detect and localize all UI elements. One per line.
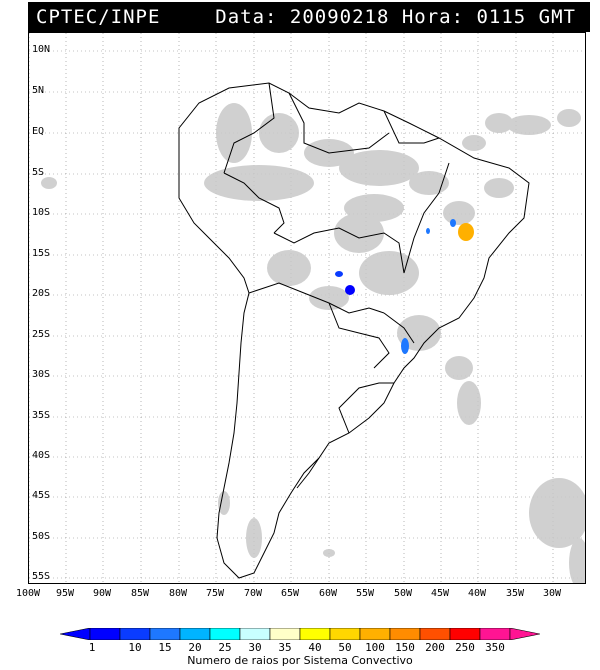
colorbar-segment bbox=[179, 628, 211, 640]
source-label: CPTEC/INPE bbox=[36, 6, 161, 28]
country-borders bbox=[178, 82, 530, 579]
latitude-label: 50S bbox=[32, 531, 51, 542]
latitude-label: 30S bbox=[32, 369, 51, 380]
longitude-label: 60W bbox=[318, 588, 338, 599]
longitude-label: 45W bbox=[430, 588, 450, 599]
colorbar-segment bbox=[359, 628, 391, 640]
longitude-label: 65W bbox=[280, 588, 300, 599]
colorbar-label: 15 bbox=[158, 641, 172, 654]
datetime-label: Data: 20090218 Hora: 0115 GMT bbox=[215, 6, 576, 28]
latitude-label: 55S bbox=[32, 571, 51, 582]
colorbar-min-arrow bbox=[60, 628, 91, 640]
longitude-label: 70W bbox=[243, 588, 263, 599]
colorbar-label: 50 bbox=[338, 641, 352, 654]
latitude-label: 35S bbox=[32, 410, 51, 421]
latitude-label: 10S bbox=[32, 207, 51, 218]
latitude-label: 20S bbox=[32, 288, 51, 299]
colorbar bbox=[60, 628, 540, 640]
colorbar-segment bbox=[419, 628, 451, 640]
colorbar-segment bbox=[449, 628, 481, 640]
map-header: CPTEC/INPE Data: 20090218 Hora: 0115 GMT bbox=[28, 2, 590, 32]
colorbar-label: 30 bbox=[248, 641, 262, 654]
longitude-label: 95W bbox=[55, 588, 75, 599]
colorbar-segment bbox=[329, 628, 361, 640]
colorbar-segment bbox=[209, 628, 241, 640]
convective-cell-paraguay bbox=[345, 285, 355, 295]
longitude-label: 75W bbox=[205, 588, 225, 599]
colorbar-label: 40 bbox=[308, 641, 322, 654]
longitude-label: 100W bbox=[15, 588, 41, 599]
latitude-label: 40S bbox=[32, 450, 51, 461]
cloud-cover bbox=[41, 103, 585, 583]
longitude-label: 90W bbox=[92, 588, 112, 599]
latitude-label: 15S bbox=[32, 248, 51, 259]
colorbar-label: 10 bbox=[128, 641, 142, 654]
colorbar-segment bbox=[239, 628, 271, 640]
colorbar-max-arrow bbox=[509, 628, 540, 640]
colorbar-label: 35 bbox=[278, 641, 292, 654]
convective-systems bbox=[335, 219, 474, 354]
colorbar-segment bbox=[89, 628, 121, 640]
latitude-label: EQ bbox=[32, 126, 45, 137]
latitude-label: 25S bbox=[32, 329, 51, 340]
longitude-label: 30W bbox=[542, 588, 562, 599]
convective-cell-bahia-west bbox=[450, 219, 456, 227]
convective-cell-goias bbox=[426, 228, 430, 234]
convective-cell-bolivia bbox=[335, 271, 343, 277]
convective-cell-bahia bbox=[458, 223, 474, 241]
colorbar-segment bbox=[299, 628, 331, 640]
colorbar-segment bbox=[389, 628, 421, 640]
map-canvas bbox=[29, 33, 585, 583]
colorbar-label: 350 bbox=[485, 641, 505, 654]
colorbar-segment bbox=[269, 628, 301, 640]
lightning-map bbox=[28, 32, 586, 584]
colorbar-label: 25 bbox=[218, 641, 232, 654]
latitude-label: 5S bbox=[32, 167, 45, 178]
convective-cell-santa-catarina bbox=[401, 338, 409, 354]
longitude-label: 80W bbox=[168, 588, 188, 599]
map-gridlines bbox=[29, 33, 585, 583]
longitude-label: 55W bbox=[355, 588, 375, 599]
colorbar-segment bbox=[119, 628, 151, 640]
colorbar-label: 200 bbox=[425, 641, 445, 654]
colorbar-segment bbox=[149, 628, 181, 640]
latitude-label: 10N bbox=[32, 44, 51, 55]
longitude-label: 85W bbox=[130, 588, 150, 599]
colorbar-label: 20 bbox=[188, 641, 202, 654]
longitude-label: 50W bbox=[393, 588, 413, 599]
colorbar-label: 250 bbox=[455, 641, 475, 654]
colorbar-segment bbox=[479, 628, 511, 640]
latitude-label: 5N bbox=[32, 85, 45, 96]
colorbar-label: 150 bbox=[395, 641, 415, 654]
latitude-label: 45S bbox=[32, 490, 51, 501]
longitude-label: 35W bbox=[505, 588, 525, 599]
colorbar-label: 100 bbox=[365, 641, 385, 654]
longitude-label: 40W bbox=[467, 588, 487, 599]
colorbar-title: Numero de raios por Sistema Convectivo bbox=[187, 654, 413, 667]
colorbar-label: 1 bbox=[88, 641, 96, 654]
